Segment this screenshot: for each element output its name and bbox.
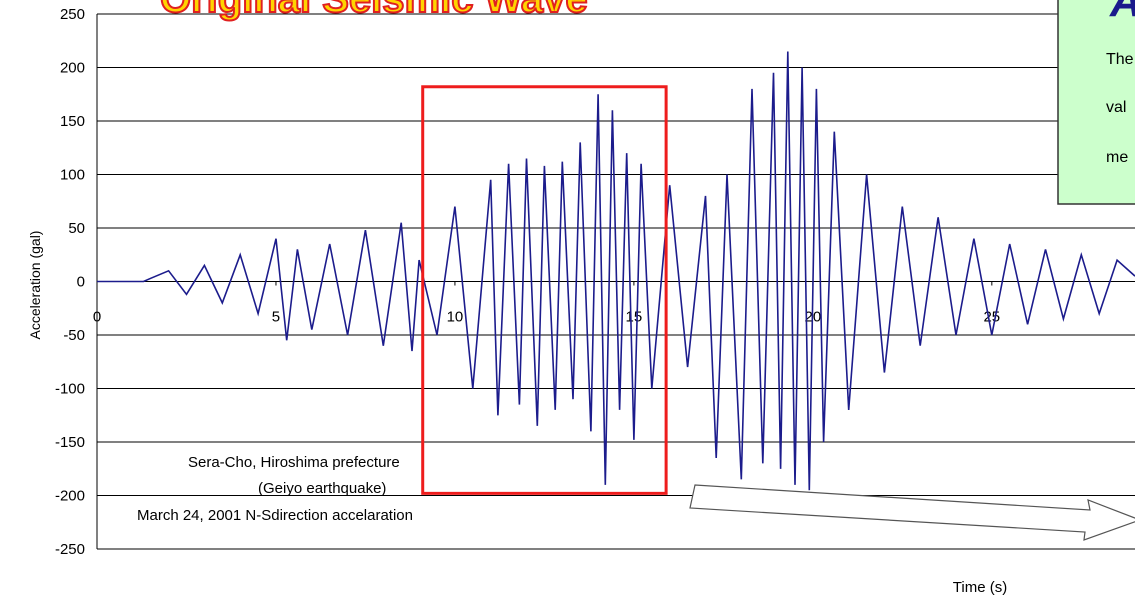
annotation-location: Sera-Cho, Hiroshima prefecture (188, 454, 400, 471)
info-box-line-3: me (1106, 149, 1128, 166)
y-tick-labels: 250 200 150 100 50 0 -50 -100 -150 -200 -250 (55, 6, 85, 558)
chart-title: Original Seismic Wave (160, 0, 588, 21)
highlight-box (421, 85, 668, 495)
y-tick-label: 100 (60, 167, 85, 184)
x-tick-label: 15 (626, 309, 643, 326)
info-box: A The val me (1057, 0, 1135, 205)
info-box-line-2: val (1106, 99, 1126, 116)
x-tick-label: 0 (93, 309, 101, 326)
y-tick-label: 0 (77, 274, 85, 291)
y-tick-label: -50 (63, 327, 85, 344)
y-tick-label: -250 (55, 541, 85, 558)
seismic-wave-series-line (97, 51, 1135, 491)
y-tick-label: 250 (60, 6, 85, 23)
y-tick-label: 200 (60, 60, 85, 77)
x-tick-labels: 0 5 10 15 20 25 (93, 281, 1000, 326)
x-tick-label: 5 (272, 309, 280, 326)
y-tick-label: 150 (60, 113, 85, 130)
annotation-earthquake: (Geiyo earthquake) (258, 480, 386, 497)
right-arrow-icon (689, 484, 1135, 541)
x-tick-label: 10 (447, 309, 464, 326)
y-tick-label: 50 (68, 220, 85, 237)
y-tick-label: -100 (55, 381, 85, 398)
y-tick-label: -150 (55, 434, 85, 451)
y-tick-label: -200 (55, 488, 85, 505)
info-box-heading: A (1109, 0, 1135, 26)
x-axis-title: Time (s) (953, 579, 1007, 596)
x-tick-label: 25 (983, 309, 1000, 326)
info-box-line-1: The (1106, 51, 1134, 68)
annotation-date-direction: March 24, 2001 N-Sdirection accelaration (137, 507, 413, 524)
info-box-background (1057, 0, 1135, 205)
y-axis-title: Acceleration (gal) (27, 231, 43, 340)
